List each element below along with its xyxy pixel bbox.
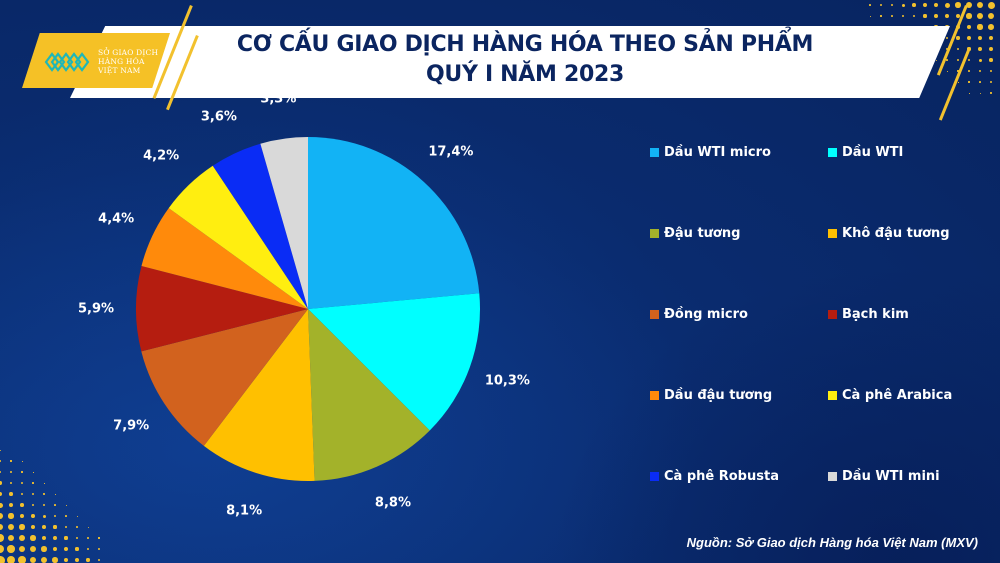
pie-slice-label: 17,4% (428, 144, 474, 160)
legend-item: Dầu WTI mini (828, 469, 940, 484)
mxv-logo-icon (44, 52, 90, 72)
legend-swatch-icon (650, 148, 659, 157)
pie-slice (141, 309, 308, 446)
legend-swatch-icon (650, 472, 659, 481)
legend-swatch-icon (650, 229, 659, 238)
pie-slice-label: 3,6% (200, 109, 237, 125)
pie-slice-label: 7,9% (113, 418, 150, 434)
pie-slice (308, 293, 480, 431)
legend-label: Đậu tương (664, 226, 741, 241)
logo-text: SỞ GIAO DỊCH HÀNG HÓA VIỆT NAM (98, 48, 159, 75)
source-note: Nguồn: Sở Giao dịch Hàng hóa Việt Nam (M… (686, 535, 978, 550)
legend-item: Dầu WTI micro (650, 145, 771, 160)
pie-slice (308, 137, 480, 309)
legend-label: Đồng micro (664, 307, 748, 322)
pie-slice (308, 309, 430, 481)
pie-slice-label: 4,2% (143, 148, 180, 164)
legend-swatch-icon (650, 391, 659, 400)
pie-slice-label: 8,1% (226, 503, 263, 519)
legend-swatch-icon (828, 310, 837, 319)
legend-item: Khô đậu tương (828, 226, 950, 241)
pie-slice (212, 143, 308, 309)
legend-label: Dầu WTI (842, 145, 904, 160)
title-line-1: CƠ CẤU GIAO DỊCH HÀNG HÓA THEO SẢN PHẨM (236, 32, 814, 57)
legend-item: Dầu WTI (828, 145, 903, 160)
pie-slice-label: 8,8% (374, 495, 411, 511)
legend-swatch-icon (828, 229, 837, 238)
legend-label: Khô đậu tương (842, 226, 950, 241)
legend-item: Cà phê Arabica (828, 388, 952, 403)
legend-item: Đậu tương (650, 226, 740, 241)
legend-swatch-icon (650, 310, 659, 319)
legend-item: Cà phê Robusta (650, 469, 779, 484)
legend-label: Cà phê Robusta (664, 469, 779, 484)
legend-item: Đồng micro (650, 307, 748, 322)
pie-slice (203, 309, 315, 481)
title-line-2: QUÝ I NĂM 2023 (425, 62, 625, 87)
legend-label: Cà phê Arabica (842, 388, 953, 403)
legend-label: Bạch kim (842, 307, 909, 322)
legend-item: Bạch kim (828, 307, 909, 322)
legend-label: Dầu đậu tương (664, 388, 773, 403)
pie-slice-label: 3,3% (260, 91, 297, 107)
legend-item: Dầu đậu tương (650, 388, 772, 403)
pie-slice (168, 165, 308, 309)
pie-slice-label: 4,4% (98, 211, 135, 227)
legend-label: Dầu WTI micro (664, 145, 771, 160)
pie-slice (135, 265, 308, 352)
pie-slice (260, 137, 308, 309)
title-banner (70, 26, 950, 98)
legend-swatch-icon (828, 148, 837, 157)
legend-swatch-icon (828, 391, 837, 400)
legend-swatch-icon (828, 472, 837, 481)
pie-slice-label: 10,3% (484, 373, 530, 389)
pie-slice (141, 208, 308, 309)
page-title: CƠ CẤU GIAO DỊCH HÀNG HÓA THEO SẢN PHẨM … (200, 30, 850, 90)
legend-label: Dầu WTI mini (842, 469, 940, 484)
pie-slice-label: 5,9% (77, 301, 115, 317)
